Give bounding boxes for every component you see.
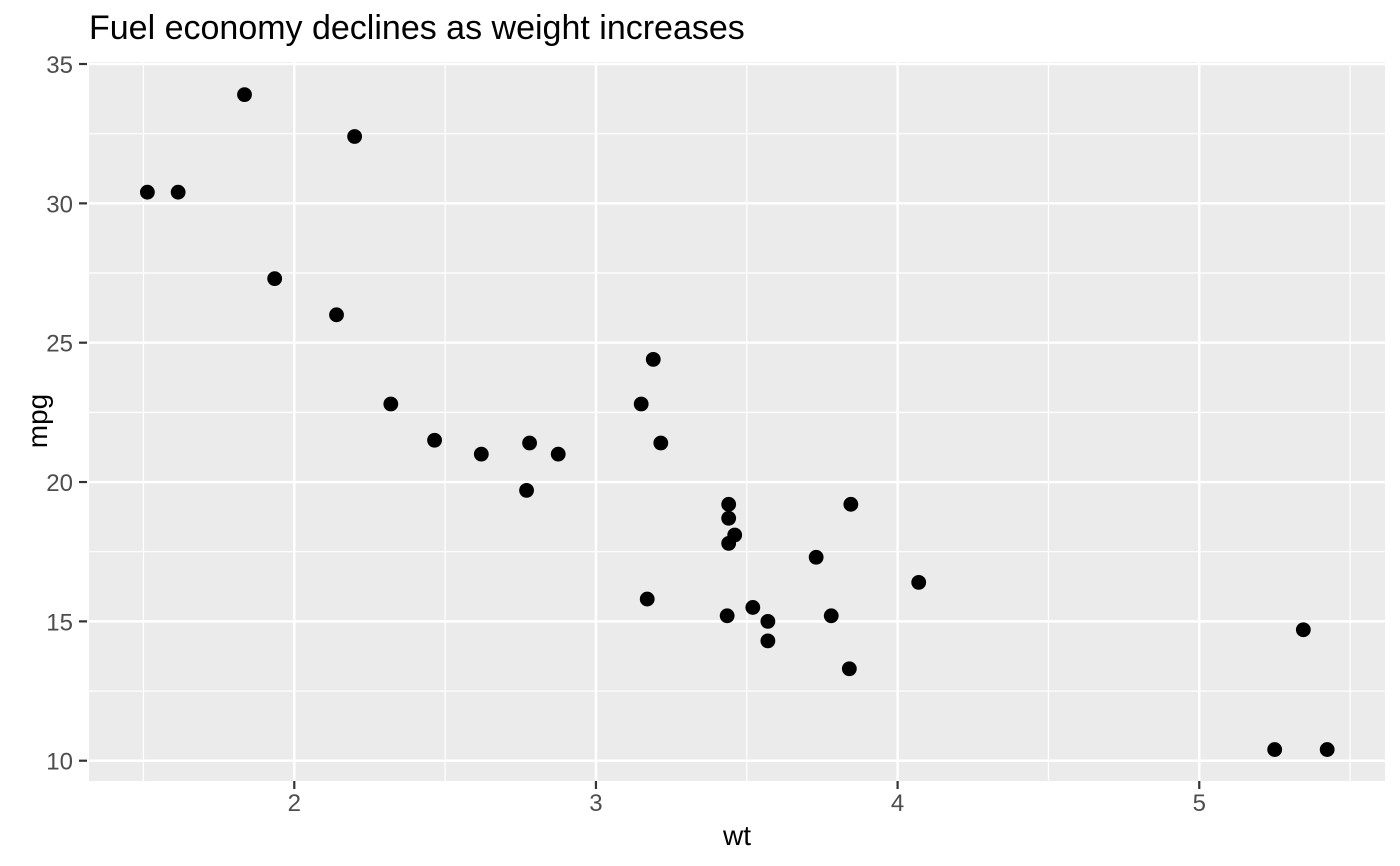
y-tick-label: 30	[46, 191, 73, 218]
data-point	[329, 307, 344, 323]
data-point	[170, 184, 186, 200]
data-point	[721, 535, 737, 551]
x-tick-label: 4	[891, 790, 904, 817]
data-point	[522, 435, 537, 451]
data-point	[823, 608, 839, 624]
y-axis-title: mpg	[22, 393, 53, 449]
data-point	[550, 446, 566, 462]
data-point	[843, 496, 859, 512]
y-tick-label: 25	[46, 331, 73, 358]
y-tick-label: 15	[46, 609, 73, 636]
data-point	[639, 591, 655, 607]
data-point	[383, 396, 399, 412]
x-axis-title: wt	[723, 820, 751, 851]
data-point	[473, 446, 489, 462]
y-tick-label: 10	[46, 749, 73, 776]
data-point	[139, 184, 155, 200]
data-point	[841, 661, 857, 677]
data-point	[808, 549, 824, 565]
data-point	[519, 482, 534, 498]
data-point	[1319, 742, 1335, 757]
y-tick-label: 20	[46, 470, 73, 497]
data-point	[721, 496, 737, 512]
data-point	[645, 352, 661, 367]
data-point	[633, 396, 649, 412]
data-point	[911, 574, 927, 590]
data-point	[427, 432, 442, 448]
y-tick-label: 35	[46, 52, 73, 79]
x-tick-label: 5	[1193, 790, 1206, 817]
data-point	[1267, 742, 1283, 757]
data-point	[760, 633, 776, 649]
x-tick-label: 3	[589, 790, 602, 817]
plot-title: Fuel economy declines as weight increase…	[89, 9, 745, 47]
data-point	[745, 600, 761, 615]
data-point	[721, 510, 737, 526]
data-point	[653, 435, 669, 451]
data-point	[760, 613, 776, 629]
data-point	[347, 129, 363, 144]
data-point	[719, 608, 735, 624]
x-tick-label: 2	[288, 790, 301, 817]
panel-background	[89, 62, 1385, 781]
data-point	[1295, 622, 1311, 638]
data-point	[237, 87, 252, 103]
data-point	[267, 271, 283, 286]
